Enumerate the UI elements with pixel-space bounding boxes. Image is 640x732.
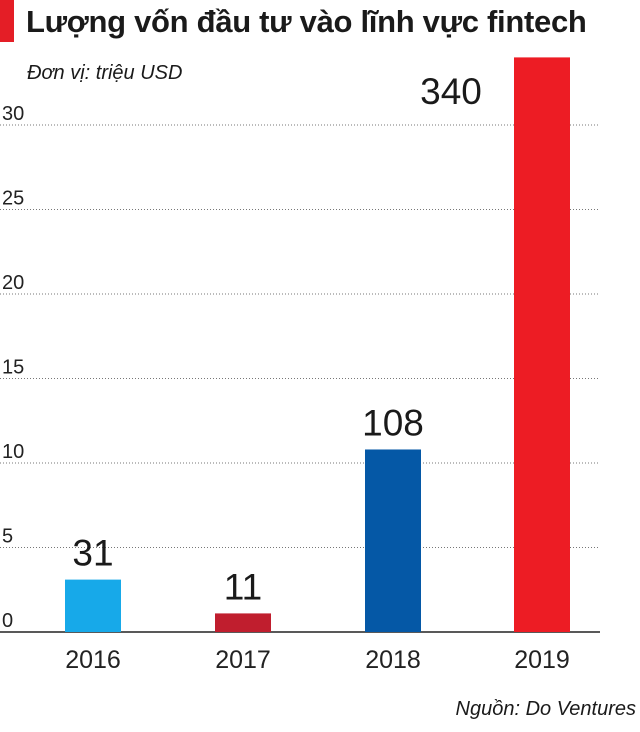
bar-2019 xyxy=(514,57,570,632)
y-tick-label: 25 xyxy=(2,188,24,210)
x-category-2016: 2016 xyxy=(65,646,121,674)
x-category-2017: 2017 xyxy=(215,646,271,674)
source-note: Nguồn: Do Ventures xyxy=(455,698,636,720)
unit-label: Đơn vị: triệu USD xyxy=(27,62,183,84)
bars xyxy=(65,57,570,632)
y-tick-label: 10 xyxy=(2,441,24,463)
bar-2017 xyxy=(215,613,271,632)
data-label-2018: 108 xyxy=(362,402,424,443)
data-labels: 31 11 108 340 xyxy=(72,71,481,607)
data-label-2017: 11 xyxy=(224,566,262,607)
data-label-2016: 31 xyxy=(72,533,113,574)
y-tick-label: 5 xyxy=(2,526,13,548)
category-labels: 2016 2017 2018 2019 xyxy=(65,646,570,674)
title-accent-bar xyxy=(0,0,14,42)
chart-title: Lượng vốn đầu tư vào lĩnh vực fintech xyxy=(26,4,587,39)
y-tick-label: 30 xyxy=(2,103,24,125)
x-category-2018: 2018 xyxy=(365,646,421,674)
x-category-2019: 2019 xyxy=(514,646,570,674)
data-label-2019: 340 xyxy=(420,71,482,112)
gridlines: 0 5 10 15 20 25 30 xyxy=(0,103,600,633)
y-tick-label: 0 xyxy=(2,610,13,632)
y-tick-label: 20 xyxy=(2,272,24,294)
bar-2018 xyxy=(365,449,421,632)
bar-2016 xyxy=(65,579,121,632)
y-tick-label: 15 xyxy=(2,357,24,379)
